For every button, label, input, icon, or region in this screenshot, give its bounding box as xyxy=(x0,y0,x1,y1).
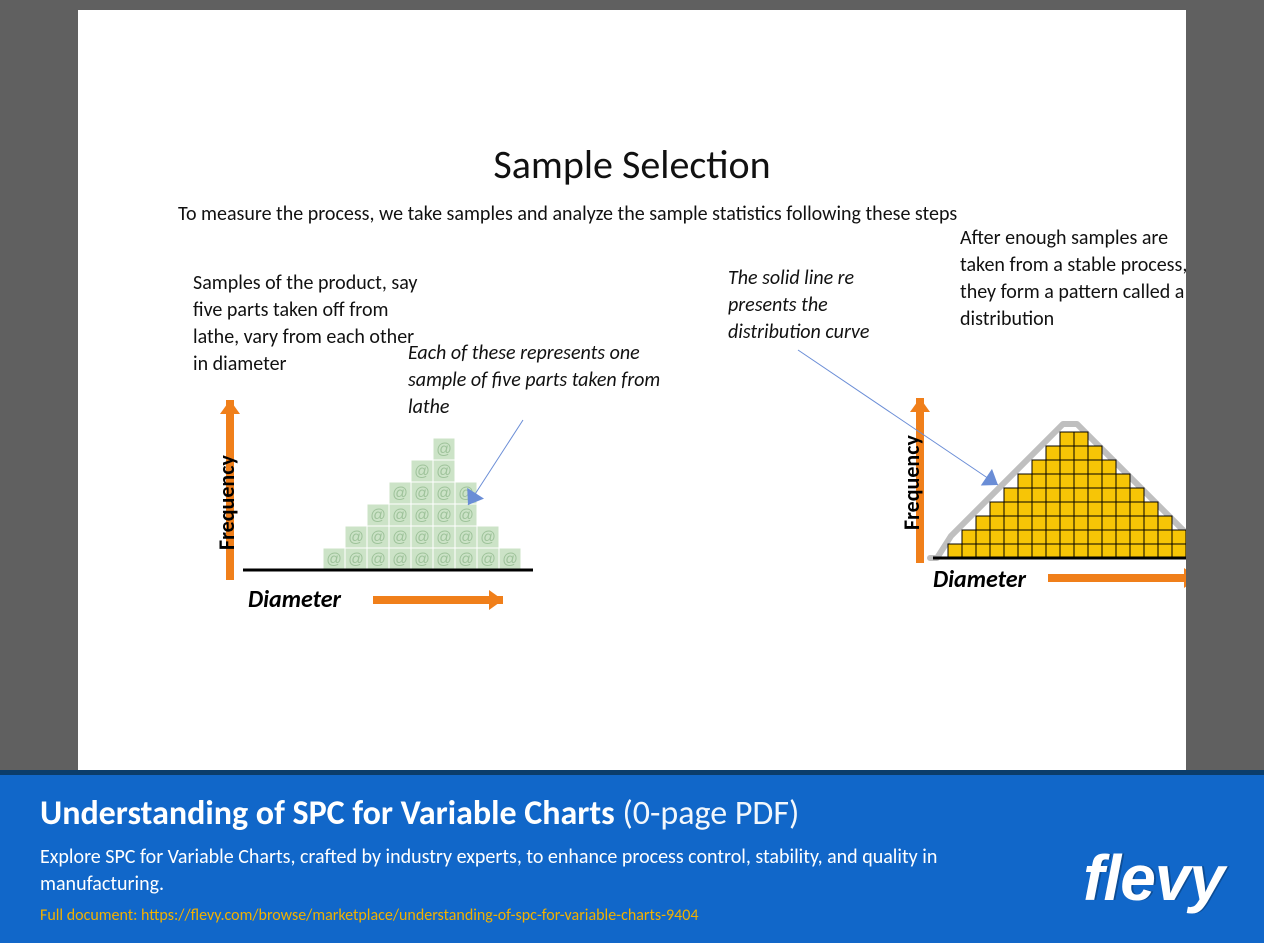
annotation-arrows xyxy=(78,10,1186,770)
chart-left-ylabel: Frequency xyxy=(213,455,240,550)
slide: Sample Selection To measure the process,… xyxy=(78,10,1186,770)
footer-title: Understanding of SPC for Variable Charts… xyxy=(40,793,1224,834)
footer-title-main: Understanding of SPC for Variable Charts xyxy=(40,793,615,834)
footer-link[interactable]: Full document: https://flevy.com/browse/… xyxy=(40,906,1224,925)
footer-desc: Explore SPC for Variable Charts, crafted… xyxy=(40,844,960,898)
chart-left-xlabel: Diameter xyxy=(248,585,341,614)
chart-right-ylabel: Frequency xyxy=(898,435,925,530)
page-container: Sample Selection To measure the process,… xyxy=(0,0,1264,943)
footer: Understanding of SPC for Variable Charts… xyxy=(0,770,1264,943)
chart-right-xlabel: Diameter xyxy=(933,565,1026,594)
footer-title-suffix: (0-page PDF) xyxy=(622,793,799,834)
flevy-logo: flevy xyxy=(1083,841,1224,915)
